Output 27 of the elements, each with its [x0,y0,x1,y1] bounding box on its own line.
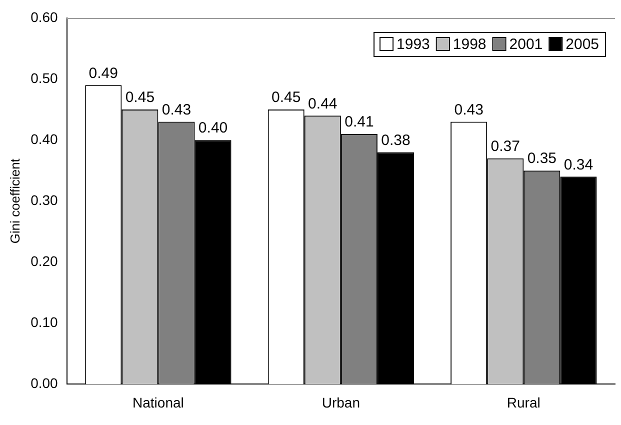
data-label: 0.45 [125,89,155,106]
data-label: 0.34 [564,156,594,174]
y-tick-label: 0.40 [30,130,58,147]
x-tick-label: National [132,394,184,410]
y-tick-label: 0.30 [30,192,58,208]
y-tick-label: 0.20 [30,252,58,269]
legend-label: 1998 [452,36,486,54]
legend-label: 1993 [396,36,430,54]
y-tick-label: 0.60 [30,8,58,25]
data-label: 0.41 [344,114,374,131]
data-label: 0.43 [454,101,484,118]
legend-label: 2005 [566,36,600,54]
data-label: 0.43 [162,101,192,118]
x-tick-label: Rural [506,394,540,410]
data-label: 0.49 [88,64,118,82]
data-label: 0.37 [490,138,520,156]
data-label: 0.38 [381,132,410,149]
y-tick-label: 0.00 [30,375,58,392]
y-axis-title: Gini coefficient [7,158,22,244]
x-tick-label: Urban [322,394,360,410]
y-tick-label: 0.10 [30,314,58,330]
y-tick-label: 0.50 [30,70,58,86]
data-label: 0.35 [527,150,557,168]
data-label: 0.44 [308,95,338,112]
data-label: 0.40 [198,120,228,137]
legend-label: 2001 [509,36,543,54]
data-label: 0.45 [272,89,301,106]
